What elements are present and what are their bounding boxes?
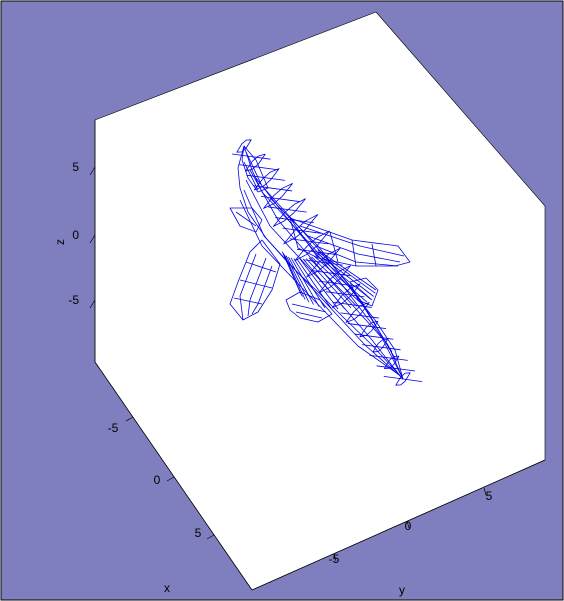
body-mesh: [317, 249, 377, 291]
tailplane-left-line: [291, 303, 327, 313]
x-tick-mark: [125, 416, 134, 422]
fuselage-line: [243, 189, 401, 377]
wing-right-line: [307, 235, 401, 263]
y-tick-label: 5: [486, 489, 493, 503]
y-tick-mark: [333, 553, 337, 562]
wing-left-rib: [239, 279, 273, 289]
tailplane-left: [285, 291, 333, 323]
canard-left: [229, 207, 263, 233]
z-axis-label: z: [53, 239, 67, 245]
fuselage-mesh: [231, 153, 271, 160]
body-mesh: [285, 255, 310, 303]
body-mesh: [305, 258, 352, 309]
fuselage-mesh: [376, 365, 416, 372]
canard-left-line: [235, 211, 257, 227]
wing-right-line: [315, 245, 399, 267]
wing-left-line: [247, 257, 267, 317]
body-mesh: [308, 257, 358, 307]
wing-right-rib: [371, 243, 377, 267]
fuselage-mesh: [289, 238, 329, 245]
body-mesh: [284, 254, 306, 300]
y-tick-mark: [483, 487, 487, 496]
wing-right-line: [299, 225, 405, 257]
wing-left-rib: [245, 261, 277, 273]
x-axis-label: x: [164, 581, 170, 595]
tail-fin: [241, 145, 269, 193]
wing-right-rib: [329, 231, 339, 263]
wing-right-rib: [351, 239, 357, 267]
fuselage-section: [395, 372, 411, 386]
y-tick-mark: [406, 520, 410, 529]
aircraft-wireframe: [229, 139, 423, 386]
z-tick-label: 0: [72, 228, 79, 242]
z-tick-mark: [89, 234, 96, 244]
x-axis-line: [94, 361, 253, 591]
fuselage-mesh: [362, 344, 401, 351]
fuselage-section: [253, 168, 280, 191]
x-tick-mark: [206, 534, 215, 540]
fuselage-mesh: [369, 354, 408, 361]
fuselage-mesh: [354, 333, 394, 340]
x-tick-mark: [166, 476, 175, 482]
tailplane-right: [349, 277, 379, 307]
tailplane-right-line: [355, 285, 373, 301]
fuselage-mesh: [253, 185, 293, 192]
fuselage-mesh: [383, 376, 423, 382]
body-mesh: [313, 255, 368, 303]
fuselage-section: [263, 183, 293, 209]
fuselage-mesh: [260, 195, 300, 202]
z-tick-label: -5: [68, 293, 79, 307]
fuselage-mesh: [318, 280, 358, 287]
fuselage-section: [245, 153, 266, 172]
wing-left-rib: [233, 297, 263, 305]
fuselage-line: [255, 177, 404, 380]
y-tick-label: -5: [329, 552, 340, 566]
body-mesh: [316, 252, 374, 297]
x-tick-label: 0: [154, 473, 161, 487]
body-mesh: [299, 258, 339, 310]
fuselage-mesh: [282, 227, 322, 234]
fuselage-line: [245, 179, 402, 378]
body-mesh: [293, 258, 326, 309]
x-tick-label: 5: [195, 526, 202, 540]
fuselage-section: [384, 355, 400, 369]
body-mesh: [302, 258, 345, 309]
wing-right-rib: [289, 217, 319, 259]
body-mesh: [315, 254, 372, 300]
fuselage-mesh: [246, 174, 285, 181]
fuselage-mesh: [340, 312, 379, 319]
fuselage-mesh: [275, 217, 314, 224]
x-tick-label: -5: [108, 421, 119, 435]
fuselage-section: [236, 139, 252, 153]
y-axis-label: y: [399, 583, 405, 597]
y-axis-line: [251, 459, 546, 591]
body-mesh: [281, 251, 301, 294]
tail-fin-line: [243, 161, 259, 191]
fuselage-mesh: [347, 323, 387, 330]
wing-left-line: [239, 253, 257, 321]
body-mesh: [288, 256, 314, 305]
body-mesh: [311, 256, 363, 305]
fuselage-section: [345, 302, 370, 323]
fuselage-mesh: [296, 248, 336, 255]
z-tick-mark: [89, 166, 96, 176]
fuselage-section: [272, 198, 306, 227]
y-tick-label: 0: [405, 519, 412, 533]
tail-fin-line: [245, 151, 263, 187]
fuselage-mesh: [304, 259, 343, 266]
body-mesh: [296, 258, 332, 309]
tailplane-left-line: [295, 311, 323, 319]
z-tick-label: 5: [72, 160, 79, 174]
fuselage-section: [372, 339, 388, 353]
wing-left-line: [251, 265, 273, 315]
fuselage-section: [294, 230, 330, 262]
body-mesh: [317, 251, 376, 294]
z-tick-mark: [89, 299, 96, 309]
body-mesh: [290, 257, 320, 307]
fuselage-mesh: [268, 206, 307, 213]
